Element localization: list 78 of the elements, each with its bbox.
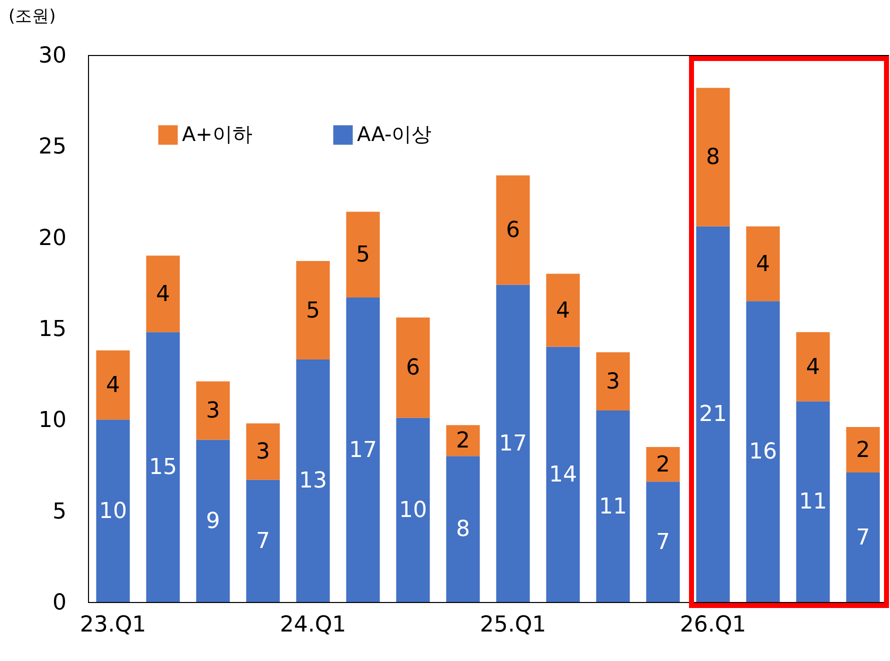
data-label: 14 [549, 462, 577, 488]
data-label: 9 [206, 508, 220, 534]
legend-label: A+이하 [182, 122, 252, 146]
y-tick-label: 20 [38, 226, 66, 251]
x-tick-label: 23.Q1 [80, 612, 146, 638]
x-tick-label: 26.Q1 [680, 612, 746, 638]
bar [346, 212, 380, 298]
bar [596, 352, 630, 411]
x-tick-label: 25.Q1 [480, 612, 546, 638]
y-tick-label: 0 [52, 590, 66, 616]
bar [746, 301, 780, 602]
data-label: 17 [499, 431, 527, 456]
bar [246, 423, 280, 480]
bar [496, 175, 530, 285]
bar [696, 88, 730, 226]
data-label: 11 [799, 490, 827, 515]
bar [196, 381, 230, 440]
bar [446, 425, 480, 456]
bar [546, 274, 580, 347]
bar [646, 482, 680, 602]
bar [846, 472, 880, 602]
data-label: 7 [256, 528, 270, 554]
bar [246, 480, 280, 602]
bar [846, 426, 880, 473]
data-label: 7 [856, 525, 870, 550]
bar [296, 359, 330, 602]
data-label: 21 [699, 402, 727, 428]
y-tick-label: 5 [52, 499, 66, 524]
data-label: 2 [856, 438, 870, 463]
data-label: 5 [356, 242, 370, 268]
bar [96, 350, 130, 420]
x-tick-label: 24.Q1 [280, 612, 346, 638]
data-label: 6 [406, 356, 420, 381]
data-label: 4 [806, 354, 820, 380]
data-label: 11 [599, 494, 627, 520]
y-axis-title: (조원) [8, 6, 56, 26]
data-label: 10 [99, 498, 127, 524]
bar [346, 298, 380, 602]
y-tick-label: 15 [38, 317, 66, 342]
data-label: 3 [256, 440, 270, 465]
data-label: 3 [606, 369, 620, 394]
bar [796, 332, 830, 402]
data-label: 4 [756, 252, 770, 277]
data-label: 4 [106, 373, 120, 398]
data-label: 17 [349, 438, 377, 463]
legend-label: AA-이상 [357, 122, 432, 146]
data-label: 8 [456, 517, 470, 542]
y-tick-label: 30 [38, 44, 66, 68]
data-label: 15 [149, 455, 177, 480]
bar [596, 410, 630, 602]
y-tick-label: 10 [38, 408, 66, 434]
data-label: 2 [656, 452, 670, 478]
data-label: 5 [306, 298, 320, 324]
y-tick-label: 25 [38, 134, 66, 160]
bar [496, 284, 530, 602]
data-label: 8 [706, 145, 720, 170]
bar [146, 332, 180, 602]
data-label: 13 [299, 468, 327, 494]
bar [646, 447, 680, 482]
bar [546, 346, 580, 602]
data-label: 2 [456, 428, 470, 454]
data-label: 10 [399, 498, 427, 523]
bar [396, 318, 430, 418]
data-label: 4 [156, 282, 170, 307]
bar [296, 261, 330, 360]
data-label: 4 [556, 298, 570, 324]
data-label: 3 [206, 398, 220, 424]
data-label: 7 [656, 530, 670, 555]
bar [696, 226, 730, 602]
bar [96, 420, 130, 602]
bar [446, 456, 480, 602]
bar [196, 440, 230, 602]
bar [746, 226, 780, 302]
bar [146, 256, 180, 332]
bar [796, 401, 830, 602]
data-label: 6 [506, 218, 520, 244]
data-label: 16 [749, 440, 777, 465]
bar [396, 418, 430, 602]
